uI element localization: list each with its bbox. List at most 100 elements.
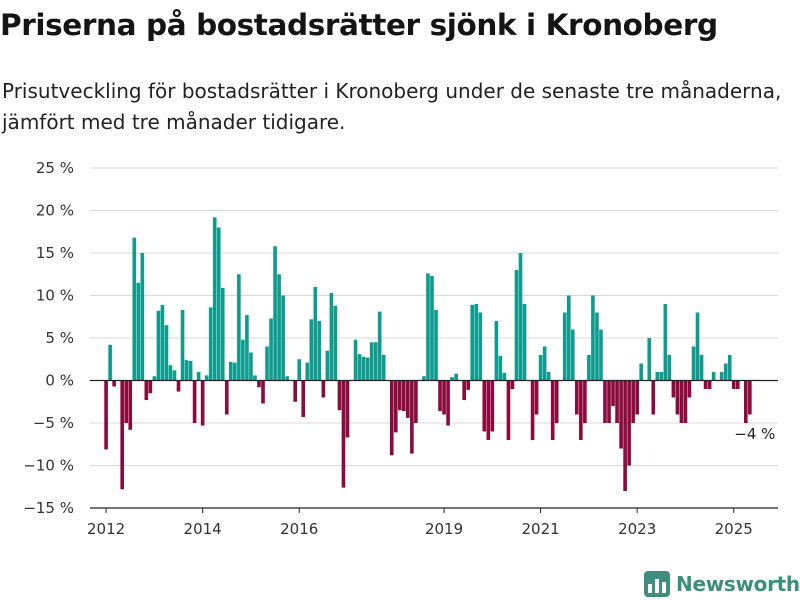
bar [180,309,185,381]
bar [337,380,342,411]
bar-chart-logo-icon [644,571,670,597]
bar [486,380,491,440]
bar [229,361,233,381]
bar [478,312,483,381]
bar [470,304,475,381]
bar [128,380,133,430]
bar [542,346,547,381]
bar [619,380,623,449]
bar [607,380,611,423]
x-tick-label: 2023 [618,520,656,538]
bar [442,380,446,415]
bar [164,325,169,381]
bar [454,373,458,381]
bar [321,380,326,398]
bar [345,380,350,438]
bar [530,380,535,440]
bar [273,246,277,381]
bar [506,380,511,440]
bar [647,338,652,381]
bar [462,380,466,401]
bar [341,380,346,488]
bar [212,217,217,381]
bar [591,295,595,381]
bar [490,380,495,432]
bar [514,270,519,381]
bar [261,380,265,404]
bar [381,355,386,381]
bar [482,380,487,432]
gridlines [90,167,778,509]
bar [575,380,579,415]
bar [333,305,338,381]
bar [397,380,402,411]
bar [446,380,450,426]
bars [104,217,752,491]
bar [434,309,438,381]
x-tick-label: 2012 [87,520,125,538]
bar [224,380,229,415]
bar [393,380,398,433]
bar [313,287,318,381]
bar [571,329,575,381]
y-tick-label: 15 % [36,244,74,262]
bar [104,380,108,450]
bar [277,274,281,381]
y-tick-label: −5 % [33,414,74,432]
y-tick-label: −15 % [23,499,74,517]
bar [735,380,740,389]
bar [245,315,249,381]
bar [623,380,627,491]
bar [679,380,684,423]
bar [132,237,137,381]
bar [667,355,672,381]
bar [683,380,688,423]
bar [615,380,619,423]
bar [136,282,141,381]
bar [719,372,724,381]
bar [550,380,555,440]
bar [216,227,221,381]
bar [365,357,370,381]
bar [731,380,736,389]
bar [707,380,712,389]
bar [631,380,635,423]
bar [438,380,442,412]
bar [160,304,165,381]
bar [257,380,261,388]
bar [285,376,289,381]
bar [410,380,414,454]
bar [599,329,603,381]
bar [474,304,479,381]
y-tick-label: −10 % [23,457,74,475]
bar [663,304,668,381]
bar [562,312,567,381]
bar [566,295,571,381]
bar [627,380,631,466]
y-tick-label: 25 % [36,159,74,177]
bar [595,312,599,381]
bar [510,380,515,389]
bar [494,321,499,381]
bar [426,273,430,381]
bar [723,363,728,381]
bar [233,362,237,381]
brand-logo: Newsworthy [644,570,800,598]
bar [108,344,112,381]
bar [176,380,181,392]
bar [554,380,559,423]
bar [184,360,189,381]
bar [703,380,708,389]
bar [265,346,269,381]
bar [744,380,748,423]
bar [208,307,213,381]
bar [389,380,394,456]
bar [172,370,177,381]
y-tick-label: 20 % [36,202,74,220]
bar [281,295,285,381]
bar [402,380,406,412]
bar [534,380,539,415]
bar [711,372,716,381]
bar [522,304,527,381]
bar [353,339,358,381]
